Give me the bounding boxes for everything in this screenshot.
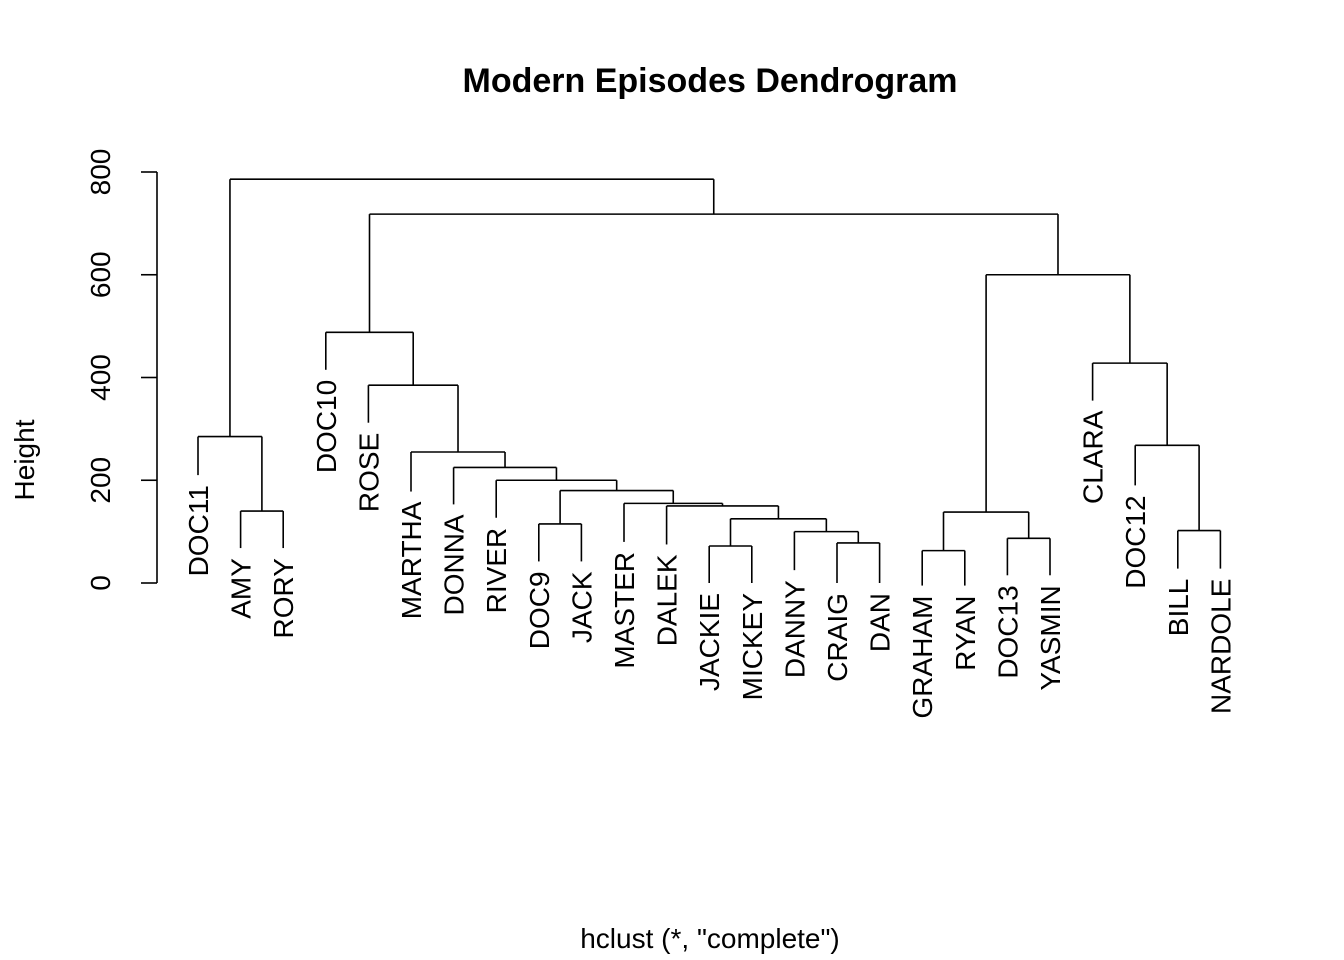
leaf-label-doc12: DOC12 [1120,495,1151,588]
leaf-label-nardole: NARDOLE [1205,579,1236,714]
y-tick-label: 400 [85,354,116,401]
y-tick-label: 200 [85,457,116,504]
leaf-label-craig: CRAIG [822,593,853,682]
leaf-labels: DOC11 AMY RORY DOC10 ROSE MARTHA DONNA RIVER DOC… [183,380,1236,719]
leaf-label-doc11: DOC11 [183,485,214,576]
x-axis-label: hclust (*, "complete") [580,923,840,954]
leaf-label-river: RIVER [481,528,512,614]
leaf-label-master: MASTER [609,552,640,669]
dendrogram-links [197,178,1222,586]
leaf-label-bill: BILL [1163,579,1194,637]
leaf-label-dan: DAN [865,593,896,652]
leaf-label-jackie: JACKIE [694,593,725,691]
leaf-label-doc13: DOC13 [992,585,1023,678]
y-tick-label: 0 [85,575,116,591]
leaf-label-graham: GRAHAM [907,596,938,719]
leaf-label-yasmin: YASMIN [1035,585,1066,690]
leaf-label-clara: CLARA [1078,410,1109,504]
y-axis-label: Height [9,419,40,500]
y-tick-label: 600 [85,251,116,298]
chart-title: Modern Episodes Dendrogram [463,62,958,100]
leaf-label-martha: MARTHA [396,501,427,619]
leaf-label-dalek: DALEK [652,554,683,646]
leaf-label-danny: DANNY [779,580,810,678]
leaf-label-doc9: DOC9 [524,571,555,649]
leaf-label-doc10: DOC10 [311,380,342,473]
leaf-label-ryan: RYAN [950,596,981,671]
leaf-label-rose: ROSE [353,433,384,512]
leaf-label-mickey: MICKEY [737,593,768,701]
leaf-label-jack: JACK [566,571,597,643]
leaf-label-amy: AMY [226,558,257,619]
leaf-label-rory: RORY [268,558,299,639]
leaf-label-donna: DONNA [439,514,470,615]
y-axis: 0 200 400 600 800 [85,149,158,591]
y-tick-label: 800 [85,149,116,196]
